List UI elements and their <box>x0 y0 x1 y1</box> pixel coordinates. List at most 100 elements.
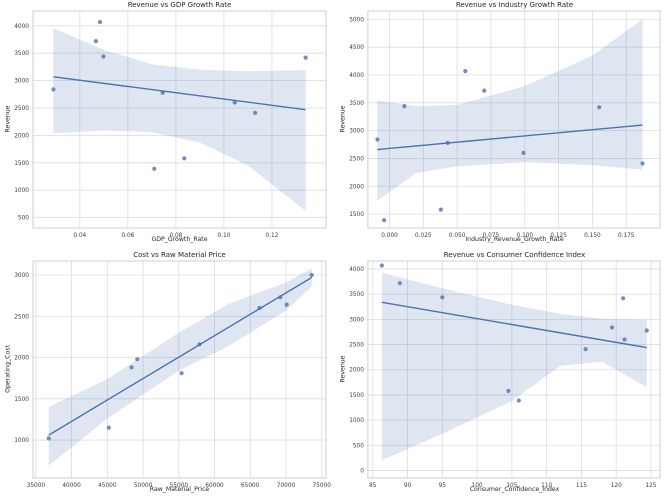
confidence-band <box>53 28 306 211</box>
data-point <box>438 207 443 212</box>
y-tick-labels: 500 1000 1500 2000 2500 3000 3500 4000 <box>14 24 29 222</box>
x-tick-label: 50000 <box>134 483 153 489</box>
x-tick-label: 0.075 <box>483 233 500 239</box>
x-axis-label: Consumer_Confidence_Index <box>469 486 560 493</box>
x-tick-label: 0.04 <box>73 233 86 239</box>
data-point <box>379 263 384 268</box>
plot-canvas-revenue-vs-gdp: 0.04 0.06 0.08 0.10 0.12 500 1000 1500 2000 2500 3… <box>14 10 327 239</box>
data-point <box>129 365 134 370</box>
data-point <box>375 137 380 142</box>
data-point <box>382 218 387 223</box>
x-tick-label: 35000 <box>27 483 46 489</box>
x-tick-label: 0.150 <box>584 233 601 239</box>
y-tick-label: 2000 <box>349 184 364 190</box>
data-point <box>609 325 615 330</box>
y-tick-label: 4000 <box>349 267 364 273</box>
data-point <box>516 398 521 403</box>
x-axis-label: Raw_Material_Price <box>149 486 210 493</box>
data-point <box>482 88 487 93</box>
plot-canvas-revenue-vs-industry: 0.000 0.025 0.050 0.075 0.100 0.125 0.150 0.175… <box>349 10 661 239</box>
y-tick-label: 500 <box>18 216 29 222</box>
y-tick-label: 3000 <box>349 317 364 323</box>
x-tick-label: 55000 <box>170 483 189 489</box>
data-point <box>303 55 308 60</box>
regression-line <box>53 76 306 111</box>
data-point <box>640 161 645 166</box>
x-tick-label: 45000 <box>98 483 117 489</box>
scatter-points <box>379 263 649 403</box>
gridlines <box>367 261 661 478</box>
x-tick-label: 75000 <box>312 483 331 489</box>
x-tick-label: 120 <box>611 483 622 489</box>
y-tick-label: 4000 <box>349 73 364 79</box>
x-axis-label: GDP_Growth_Rate <box>151 236 208 243</box>
y-tick-label: 3000 <box>14 273 29 279</box>
x-tick-label: 125 <box>645 483 656 489</box>
data-point <box>583 347 588 352</box>
data-point <box>278 295 283 300</box>
plot-title: Revenue vs Consumer Confidence Index <box>443 251 586 259</box>
data-point <box>51 87 56 92</box>
plot-title: Revenue vs GDP Growth Rate <box>127 1 232 9</box>
x-axis-label: Industry_Revenue_Growth_Rate <box>465 236 564 243</box>
regression-line <box>48 276 313 436</box>
data-point <box>253 110 258 115</box>
regression-line <box>377 124 643 151</box>
data-point <box>106 425 111 430</box>
y-tick-label: 2500 <box>349 343 364 349</box>
y-tick-label: 0 <box>360 468 364 474</box>
confidence-band <box>48 268 312 466</box>
x-tick-labels: 0.04 0.06 0.08 0.10 0.12 <box>73 233 278 239</box>
data-point <box>97 19 103 25</box>
subplot-cost-vs-raw-material: 35000 40000 45000 50000 55000 60000 65000 70000… <box>0 250 335 500</box>
subplot-revenue-vs-industry-growth: 0.000 0.025 0.050 0.075 0.100 0.125 0.150 0.175… <box>335 0 669 250</box>
plot-title: Cost vs Raw Material Price <box>133 251 226 259</box>
y-tick-label: 1000 <box>14 438 29 444</box>
axes-spines <box>367 10 661 229</box>
y-tick-label: 1500 <box>14 397 29 403</box>
y-tick-label: 1500 <box>14 161 29 167</box>
y-tick-label: 2500 <box>349 156 364 162</box>
y-tick-labels: 0 500 1000 1500 2000 2500 3000 3500 4000 <box>349 267 364 474</box>
data-point <box>135 357 140 362</box>
x-tick-label: 0.000 <box>381 233 398 239</box>
scatter-points <box>51 19 308 171</box>
x-tick-label: 0.06 <box>121 233 134 239</box>
data-point <box>232 100 237 105</box>
plot-canvas-cost-vs-material: 35000 40000 45000 50000 55000 60000 65000 70000… <box>14 260 331 489</box>
x-tick-label: 70000 <box>277 483 296 489</box>
subplot-revenue-vs-consumer-confidence: 85 90 95 100 105 110 115 120 125 0 500 1000 1500 2000… <box>335 250 669 500</box>
y-tick-label: 1000 <box>349 418 364 424</box>
y-tick-label: 2000 <box>14 356 29 362</box>
x-tick-label: 95 <box>439 483 447 489</box>
y-tick-label: 2000 <box>14 133 29 139</box>
data-point <box>93 39 98 44</box>
y-tick-label: 1500 <box>349 212 364 218</box>
x-tick-labels: 0.000 0.025 0.050 0.075 0.100 0.125 0.150 0.175 <box>381 233 635 239</box>
data-point <box>463 69 468 74</box>
x-tick-label: 105 <box>506 483 517 489</box>
y-tick-label: 3500 <box>349 292 364 298</box>
data-point <box>597 105 602 110</box>
y-axis-label: Revenue <box>4 105 12 133</box>
data-point <box>179 371 184 376</box>
plot-canvas-revenue-vs-confidence: 85 90 95 100 105 110 115 120 125 0 500 1000 1500 2000… <box>349 260 661 489</box>
x-tick-label: 60000 <box>205 483 224 489</box>
y-axis-label: Operating_Cost <box>4 345 12 393</box>
data-point <box>644 328 649 333</box>
y-tick-label: 1500 <box>349 393 364 399</box>
data-point <box>445 140 450 145</box>
x-tick-label: 110 <box>541 483 552 489</box>
data-point <box>284 302 289 307</box>
y-tick-label: 2500 <box>14 314 29 320</box>
y-axis-label: Revenue <box>339 355 347 383</box>
y-tick-label: 500 <box>353 443 364 449</box>
x-tick-label: 90 <box>404 483 412 489</box>
x-tick-label: 0.08 <box>169 233 182 239</box>
data-point <box>440 295 445 300</box>
data-point <box>621 296 626 301</box>
data-point <box>182 156 187 161</box>
y-tick-label: 3000 <box>349 129 364 135</box>
plot-title: Revenue vs Industry Growth Rate <box>455 1 574 9</box>
